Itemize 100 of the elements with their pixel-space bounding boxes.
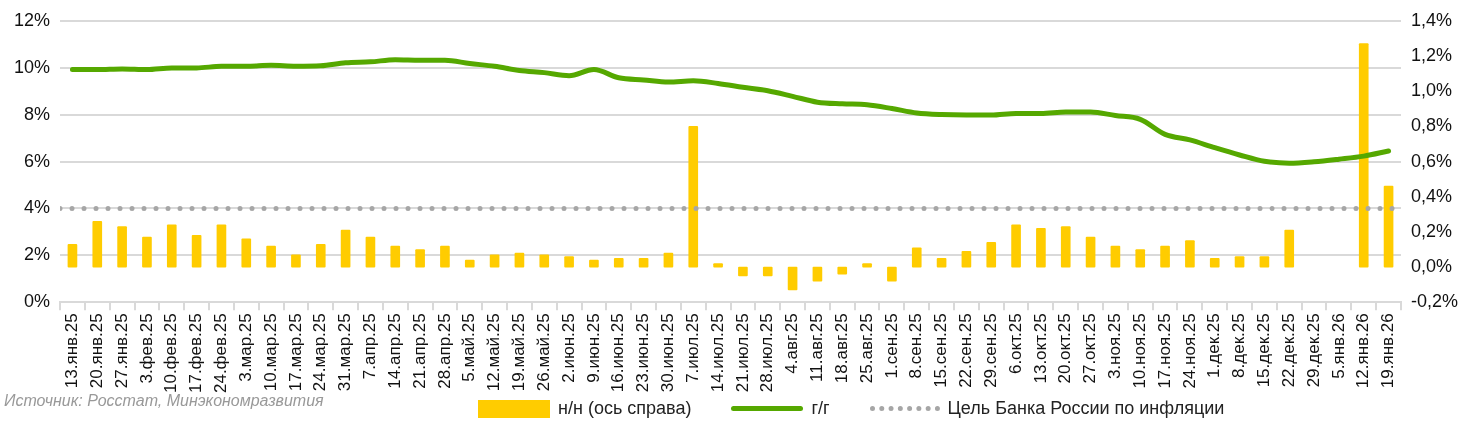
x-tick-label: 25.авг.25 bbox=[856, 313, 876, 384]
bar bbox=[216, 224, 227, 268]
bar bbox=[1036, 228, 1046, 268]
x-tick-label: 11.авг.25 bbox=[807, 313, 827, 382]
bar bbox=[837, 266, 848, 275]
x-tick-label: 9.июн.25 bbox=[583, 313, 603, 383]
bar bbox=[564, 256, 574, 268]
x-tick-label: 13.окт.25 bbox=[1030, 313, 1050, 384]
x-tick-label: 5.май.25 bbox=[459, 313, 479, 382]
bar bbox=[415, 249, 425, 268]
x-tick-label: 21.апр.25 bbox=[409, 313, 429, 389]
x-tick-label: 18.авг.25 bbox=[831, 313, 851, 384]
y2-tick-label: 1,2% bbox=[1410, 44, 1453, 65]
y2-tick-label: -0,2% bbox=[1410, 291, 1459, 312]
x-tick-label: 10.фев.25 bbox=[161, 313, 181, 394]
bar bbox=[67, 243, 78, 268]
y-tick-label: 2% bbox=[24, 244, 51, 265]
x-tick-label: 22.дек.25 bbox=[1278, 313, 1298, 388]
bar bbox=[440, 245, 450, 268]
y2-tick-label: 1,0% bbox=[1410, 80, 1453, 101]
x-tick-label: 8.дек.25 bbox=[1229, 313, 1249, 378]
x-tick-label: 4.авг.25 bbox=[782, 313, 802, 374]
x-tick-label: 12.май.25 bbox=[484, 313, 504, 392]
x-tick-label: 24.фев.25 bbox=[211, 313, 231, 394]
x-tick-label: 12.янв.26 bbox=[1353, 313, 1373, 389]
x-tick-label: 8.сен.25 bbox=[906, 313, 926, 379]
x-tick-label: 1.сен.25 bbox=[881, 313, 901, 379]
y2-tick-label: 0,0% bbox=[1410, 256, 1453, 277]
x-tick-label: 17.мар.25 bbox=[285, 313, 305, 392]
bar bbox=[539, 254, 550, 268]
x-tick-label: 19.янв.26 bbox=[1378, 313, 1398, 389]
x-tick-label: 29.сен.25 bbox=[980, 313, 1000, 388]
x-tick-label: 13.янв.25 bbox=[62, 313, 82, 389]
x-tick-label: 17.фев.25 bbox=[186, 313, 206, 394]
x-tick-label: 15.дек.25 bbox=[1254, 313, 1274, 388]
x-tick-label: 6.окт.25 bbox=[1005, 313, 1025, 375]
x-tick-label: 23.июн.25 bbox=[633, 313, 653, 393]
bar bbox=[613, 257, 624, 268]
bar bbox=[1135, 249, 1146, 268]
bar bbox=[117, 226, 127, 268]
x-tick-label: 10.мар.25 bbox=[260, 313, 280, 392]
x-tick-label: 3.ноя.25 bbox=[1105, 313, 1125, 380]
x-tick-label: 19.май.25 bbox=[509, 313, 529, 392]
y-tick-label: 8% bbox=[24, 103, 51, 124]
bar bbox=[166, 224, 177, 268]
x-tick-label: 17.ноя.25 bbox=[1154, 313, 1174, 389]
x-tick-label: 22.сен.25 bbox=[956, 313, 976, 388]
bar bbox=[191, 235, 202, 268]
bar bbox=[1185, 240, 1195, 268]
x-tick-label: 29.дек.25 bbox=[1303, 313, 1323, 388]
bar bbox=[887, 266, 897, 282]
y-tick-label: 12% bbox=[14, 9, 51, 30]
x-tick-label: 1.дек.25 bbox=[1204, 313, 1224, 378]
legend-label: г/г bbox=[811, 398, 830, 419]
bar bbox=[1234, 256, 1245, 268]
bar bbox=[638, 257, 649, 268]
bar bbox=[241, 238, 252, 268]
y-tick-label: 6% bbox=[24, 150, 51, 171]
x-tick-label: 21.июл.25 bbox=[732, 313, 752, 393]
bar bbox=[762, 266, 773, 277]
y2-tick-label: 0,6% bbox=[1410, 150, 1453, 171]
x-tick-label: 31.мар.25 bbox=[335, 313, 355, 392]
bar bbox=[340, 229, 351, 268]
x-tick-label: 3.фев.25 bbox=[136, 313, 156, 384]
y2-tick-label: 1,4% bbox=[1410, 9, 1453, 30]
bar bbox=[1259, 256, 1270, 268]
bar bbox=[787, 266, 798, 291]
x-tick-label: 15.сен.25 bbox=[931, 313, 951, 388]
x-tick-label: 5.янв.26 bbox=[1328, 313, 1348, 379]
x-tick-label: 7.апр.25 bbox=[360, 313, 380, 380]
bar bbox=[142, 236, 152, 268]
x-tick-label: 28.июл.25 bbox=[757, 313, 777, 393]
bar bbox=[986, 242, 997, 268]
legend-label: Цель Банка России по инфляции bbox=[947, 398, 1225, 419]
x-tick-label: 3.мар.25 bbox=[235, 313, 255, 382]
bar bbox=[961, 250, 972, 268]
x-tick-label: 20.янв.25 bbox=[86, 313, 106, 389]
bar bbox=[1160, 245, 1170, 268]
bar bbox=[1060, 226, 1071, 268]
text: Источник: Росстат, Минэкономразвития bbox=[4, 392, 324, 410]
bar bbox=[291, 254, 301, 268]
y2-tick-label: 0,4% bbox=[1410, 185, 1453, 206]
bar bbox=[1358, 43, 1369, 268]
bar bbox=[315, 243, 326, 268]
legend-label: н/н (ось справа) bbox=[558, 398, 692, 419]
x-tick-label: 16.июн.25 bbox=[608, 313, 628, 393]
x-tick-label: 24.ноя.25 bbox=[1179, 313, 1199, 389]
y-tick-label: 10% bbox=[14, 56, 51, 77]
x-tick-label: 26.май.25 bbox=[533, 313, 553, 392]
bar bbox=[589, 259, 599, 268]
bar bbox=[936, 257, 947, 268]
x-tick-label: 30.июн.25 bbox=[658, 313, 678, 393]
x-tick-label: 14.июл.25 bbox=[707, 313, 727, 393]
bar bbox=[1284, 229, 1295, 268]
x-tick-label: 28.апр.25 bbox=[434, 313, 454, 389]
y2-tick-label: 0,2% bbox=[1410, 220, 1453, 241]
bar bbox=[390, 245, 401, 268]
x-tick-label: 20.окт.25 bbox=[1055, 313, 1075, 384]
y-tick-label: 0% bbox=[24, 291, 51, 312]
bar bbox=[1383, 185, 1394, 268]
